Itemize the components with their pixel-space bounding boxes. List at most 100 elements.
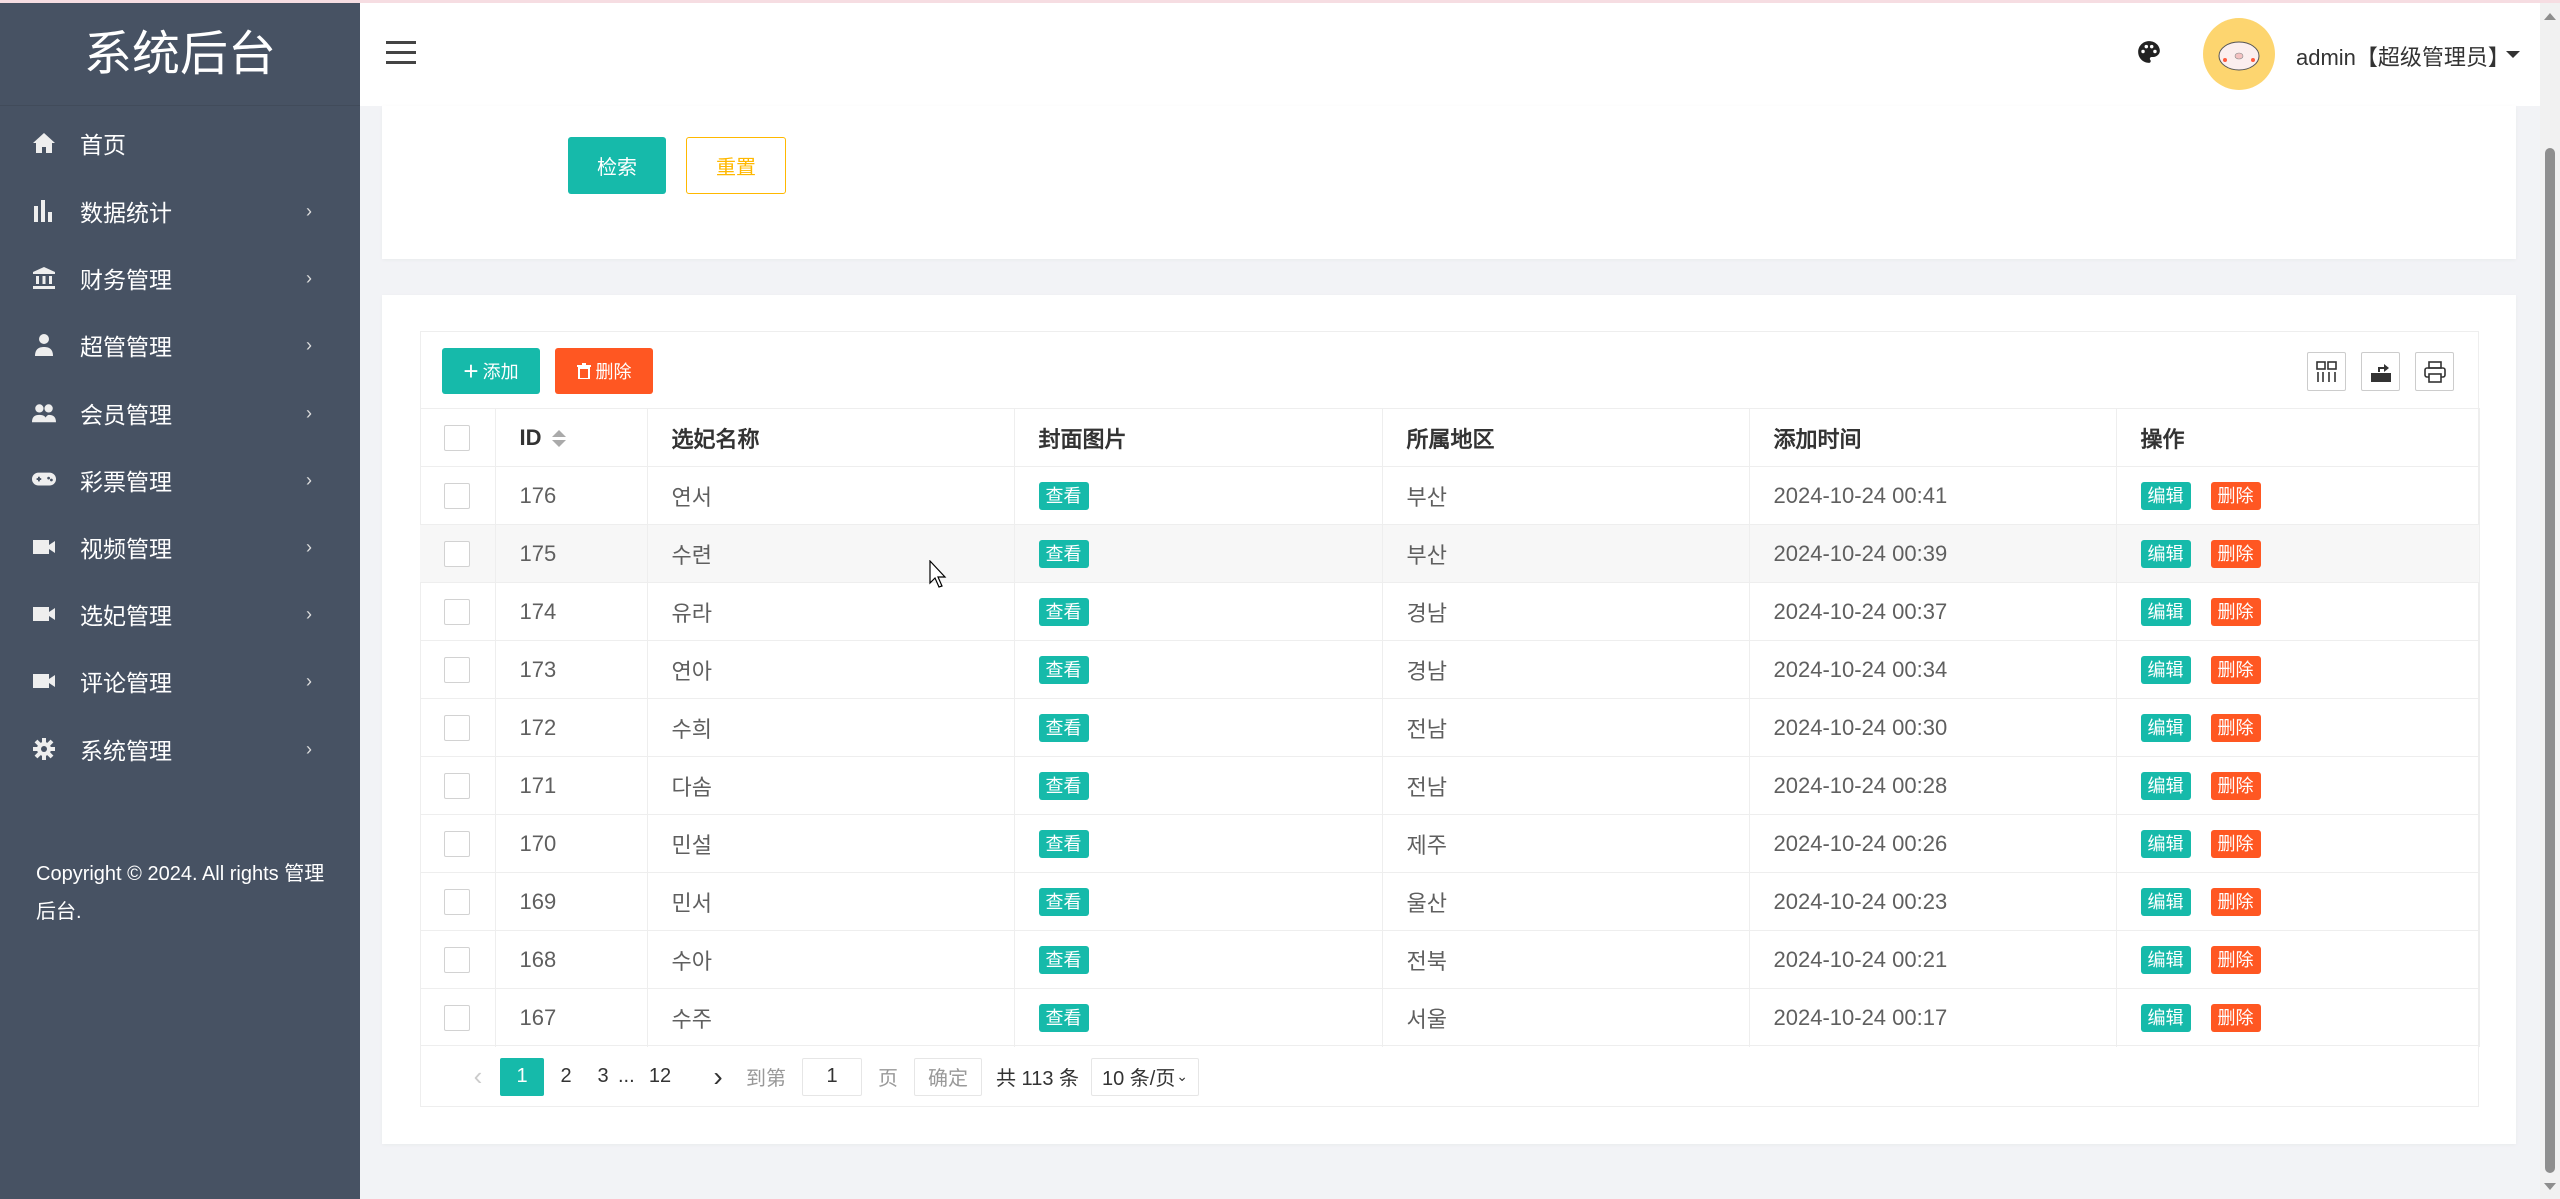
sidebar-item-9[interactable]: 评论管理 › <box>0 651 360 711</box>
reset-button[interactable]: 重置 <box>686 137 786 194</box>
view-cover-button[interactable]: 查看 <box>1038 829 1089 858</box>
view-cover-button[interactable]: 查看 <box>1038 481 1089 510</box>
page-12[interactable]: 12 <box>648 1065 672 1087</box>
sidebar-item-10[interactable]: 系统管理 › <box>0 719 360 779</box>
page-ellipsis: ... <box>618 1065 635 1087</box>
sidebar: 系统后台 首页数据统计 › 财务管理 › 超管管理 › 会员管理 › 彩票管理 › 视频管理 › 选妃管… <box>0 3 360 1199</box>
edit-button[interactable]: 编辑 <box>2140 597 2191 626</box>
sidebar-item-4[interactable]: 超管管理 › <box>0 315 360 375</box>
batch-delete-button[interactable]: 删除 <box>555 348 653 394</box>
sidebar-item-2[interactable]: 数据统计 › <box>0 181 360 241</box>
row-checkbox[interactable] <box>444 773 470 800</box>
edit-button[interactable]: 编辑 <box>2140 713 2191 742</box>
view-cover-button[interactable]: 查看 <box>1038 771 1089 800</box>
view-cover-button[interactable]: 查看 <box>1038 887 1089 916</box>
name-cell: 유라 <box>647 582 1015 641</box>
view-cover-button[interactable]: 查看 <box>1038 539 1089 568</box>
row-checkbox[interactable] <box>444 947 470 974</box>
view-cover-button[interactable]: 查看 <box>1038 655 1089 684</box>
user-menu[interactable]: admin【超级管理员】 <box>2296 45 2510 70</box>
actions-cell: 编辑 删除 <box>2116 872 2480 931</box>
sidebar-item-6[interactable]: 彩票管理 › <box>0 450 360 510</box>
sidebar-item-7[interactable]: 视频管理 › <box>0 517 360 577</box>
id-cell: 173 <box>495 640 648 699</box>
edit-button[interactable]: 编辑 <box>2140 655 2191 684</box>
avatar[interactable] <box>2203 18 2275 90</box>
row-checkbox[interactable] <box>444 599 470 626</box>
edit-button[interactable]: 编辑 <box>2140 539 2191 568</box>
delete-button[interactable]: 删除 <box>2210 597 2261 626</box>
time-cell: 2024-10-24 00:34 <box>1749 640 2117 699</box>
view-cover-button[interactable]: 查看 <box>1038 713 1089 742</box>
view-cover-button[interactable]: 查看 <box>1038 1003 1089 1032</box>
app-title: 系统后台 <box>0 3 360 106</box>
row-checkbox[interactable] <box>444 889 470 916</box>
export-button[interactable] <box>2361 352 2400 391</box>
sidebar-item-3[interactable]: 财务管理 › <box>0 248 360 308</box>
search-button[interactable]: 检索 <box>568 137 666 194</box>
cover-cell: 查看 <box>1014 814 1383 873</box>
delete-button[interactable]: 删除 <box>2210 829 2261 858</box>
row-checkbox[interactable] <box>444 657 470 684</box>
menu-toggle-icon[interactable] <box>386 41 416 65</box>
page-input[interactable]: 1 <box>802 1057 862 1096</box>
chevron-right-icon: › <box>306 267 312 288</box>
palette-icon[interactable] <box>2136 39 2162 65</box>
row-checkbox[interactable] <box>444 715 470 742</box>
region-cell: 부산 <box>1382 524 1750 583</box>
region-cell: 전남 <box>1382 756 1750 815</box>
page-3[interactable]: 3 <box>597 1065 609 1087</box>
delete-button[interactable]: 删除 <box>2210 539 2261 568</box>
edit-button[interactable]: 编辑 <box>2140 1003 2191 1032</box>
scrollbar[interactable] <box>2540 3 2560 1199</box>
add-button[interactable]: + 添加 <box>442 348 540 394</box>
row-checkbox[interactable] <box>444 831 470 858</box>
sidebar-item-5[interactable]: 会员管理 › <box>0 383 360 443</box>
scrollbar-thumb[interactable] <box>2545 148 2555 1173</box>
page-2[interactable]: 2 <box>560 1065 572 1087</box>
row-checkbox[interactable] <box>444 541 470 568</box>
time-cell: 2024-10-24 00:28 <box>1749 756 2117 815</box>
select-cell <box>420 930 496 989</box>
columns-filter-button[interactable] <box>2307 352 2346 391</box>
cover-cell: 查看 <box>1014 988 1383 1047</box>
page-1[interactable]: 1 <box>500 1057 544 1096</box>
delete-button[interactable]: 删除 <box>2210 713 2261 742</box>
table-row: 175 수련 查看 부산 2024-10-24 00:39 编辑 删除 <box>420 524 2480 583</box>
row-checkbox[interactable] <box>444 1005 470 1032</box>
caret-down-icon[interactable] <box>2506 51 2520 58</box>
table-row: 173 연아 查看 경남 2024-10-24 00:34 编辑 删除 <box>420 640 2480 699</box>
actions-cell: 编辑 删除 <box>2116 524 2480 583</box>
delete-button[interactable]: 删除 <box>2210 771 2261 800</box>
delete-button[interactable]: 删除 <box>2210 655 2261 684</box>
view-cover-button[interactable]: 查看 <box>1038 597 1089 626</box>
scroll-down-icon[interactable] <box>2544 1183 2556 1190</box>
sidebar-item-8[interactable]: 选妃管理 › <box>0 584 360 644</box>
page-size-select[interactable]: 10 条/页 ⌄ <box>1091 1057 1199 1096</box>
print-button[interactable] <box>2415 352 2454 391</box>
edit-button[interactable]: 编辑 <box>2140 829 2191 858</box>
pagination: ‹ 1 2 3 ... 12 › 到第 1 页 确定 共 113 条 10 条/… <box>420 1045 2479 1107</box>
edit-button[interactable]: 编辑 <box>2140 887 2191 916</box>
region-cell: 부산 <box>1382 466 1750 525</box>
column-header-id[interactable]: ID <box>495 408 648 467</box>
edit-button[interactable]: 编辑 <box>2140 771 2191 800</box>
next-page-icon[interactable]: › <box>713 1060 723 1092</box>
goto-confirm-button[interactable]: 确定 <box>914 1057 982 1096</box>
sidebar-item-1[interactable]: 首页 <box>0 113 360 173</box>
edit-button[interactable]: 编辑 <box>2140 481 2191 510</box>
actions-cell: 编辑 删除 <box>2116 756 2480 815</box>
view-cover-button[interactable]: 查看 <box>1038 945 1089 974</box>
delete-button[interactable]: 删除 <box>2210 887 2261 916</box>
id-cell: 176 <box>495 466 648 525</box>
sort-icon[interactable] <box>551 430 566 448</box>
delete-button[interactable]: 删除 <box>2210 481 2261 510</box>
time-cell: 2024-10-24 00:23 <box>1749 872 2117 931</box>
scroll-up-icon[interactable] <box>2544 13 2556 20</box>
row-checkbox[interactable] <box>444 483 470 510</box>
edit-button[interactable]: 编辑 <box>2140 945 2191 974</box>
select-all-checkbox[interactable] <box>444 425 470 452</box>
prev-page-icon[interactable]: ‹ <box>473 1061 483 1091</box>
delete-button[interactable]: 删除 <box>2210 945 2261 974</box>
delete-button[interactable]: 删除 <box>2210 1003 2261 1032</box>
